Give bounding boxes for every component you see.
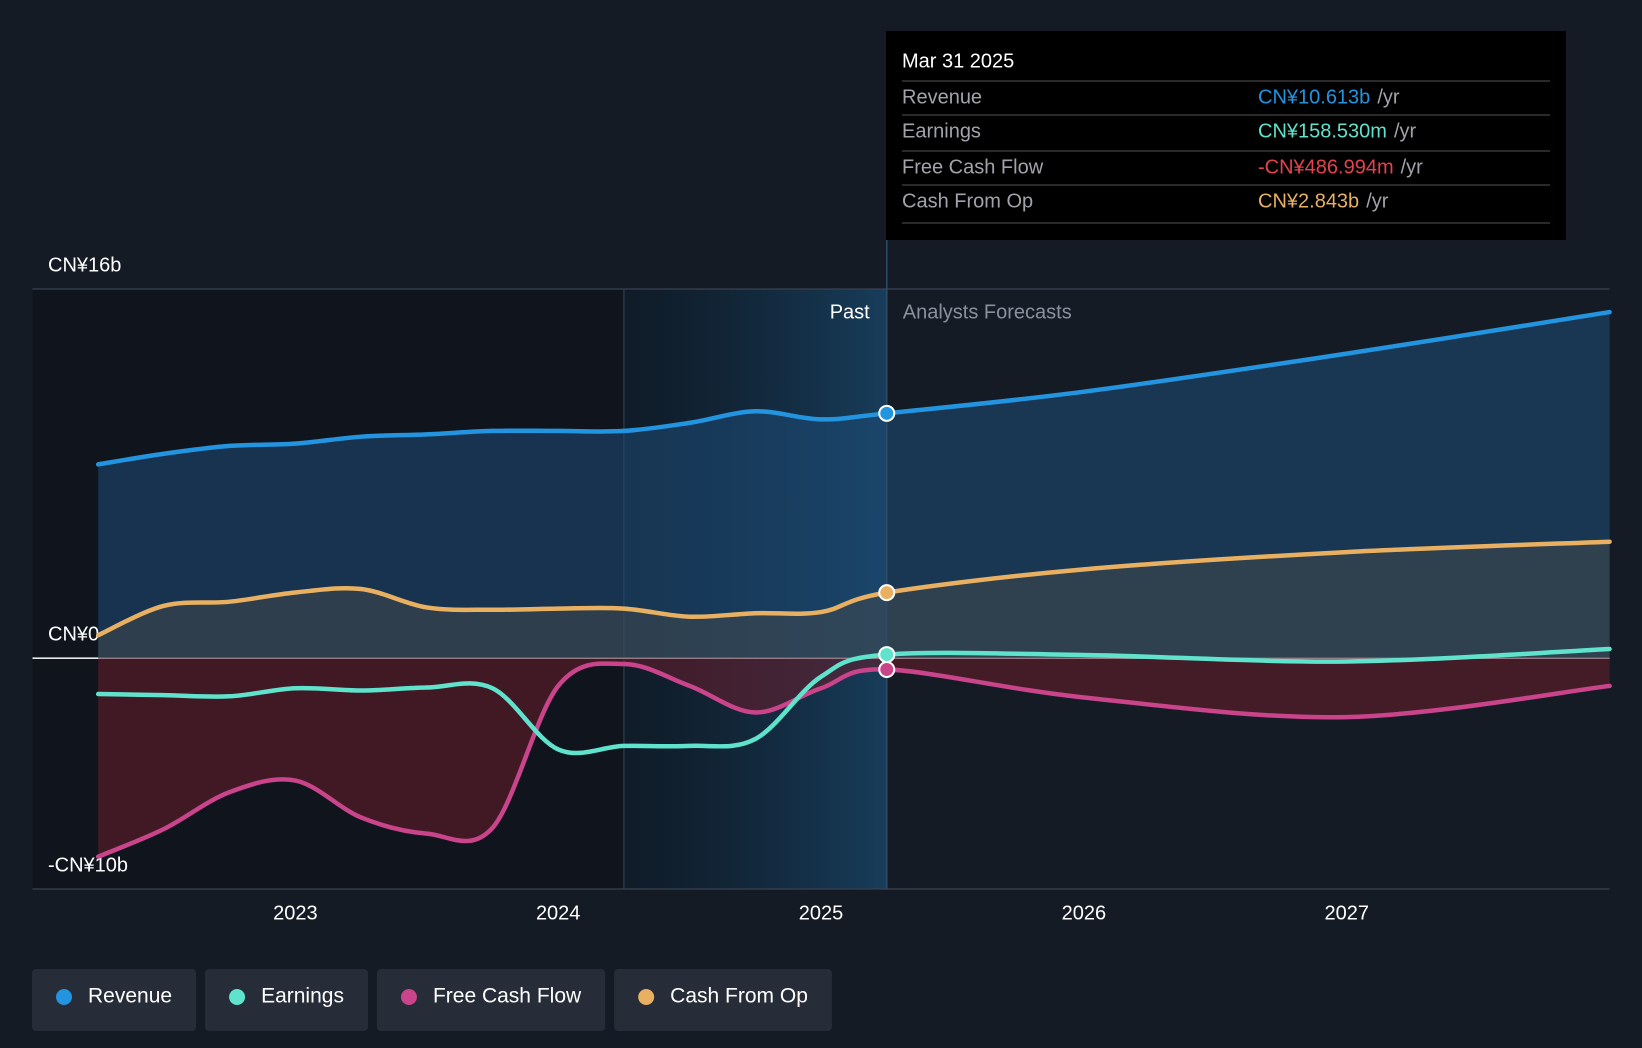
x-tick-label: 2027 (1325, 902, 1370, 924)
tooltip-unit: /yr (1377, 86, 1400, 108)
series-line (95, 309, 1612, 467)
forecast-label: Analysts Forecasts (903, 301, 1072, 323)
hover-dot (878, 584, 896, 602)
legend-button[interactable] (32, 969, 197, 1031)
legend-swatch (400, 989, 417, 1005)
legend-swatch (229, 989, 246, 1005)
tooltip-series-name: Free Cash Flow (902, 156, 1044, 178)
tooltip-value: CN¥2.843b (1258, 190, 1359, 212)
series-area (98, 658, 1610, 857)
legend-item[interactable]: Earnings (205, 969, 368, 1031)
tooltip: Mar 31 2025 Revenue CN¥10.613b/yr Earnings C… (886, 31, 1566, 240)
tooltip-unit: /yr (1366, 190, 1389, 212)
tooltip-box (886, 31, 1566, 240)
legend-label: Revenue (88, 985, 172, 1008)
legend-item[interactable]: Free Cash Flow (376, 969, 606, 1031)
x-tick-label: 2026 (1062, 902, 1107, 924)
legend-label: Earnings (261, 985, 344, 1008)
series-area (98, 541, 1610, 659)
tooltip-value: CN¥10.613b (1258, 86, 1370, 108)
x-tick-label: 2024 (536, 902, 581, 924)
x-tick-label: 2025 (799, 902, 844, 924)
tooltip-unit: /yr (1401, 156, 1424, 178)
hover-dot (878, 646, 896, 664)
tooltip-title: Mar 31 2025 (902, 50, 1014, 72)
series-line (95, 539, 1612, 638)
hover-dot (878, 660, 896, 678)
series-line (95, 661, 1612, 859)
legend-button[interactable] (376, 969, 606, 1031)
legend-button[interactable] (205, 969, 368, 1031)
legend-item[interactable]: Revenue (32, 969, 197, 1031)
y-tick-label: -CN¥10b (48, 854, 128, 876)
legend-label: Cash From Op (670, 985, 808, 1008)
tooltip-series-name: Earnings (902, 120, 981, 142)
y-tick-label: CN¥16b (48, 254, 121, 276)
legend-swatch (638, 989, 655, 1005)
tooltip-series-name: Revenue (902, 86, 982, 108)
legend-label: Free Cash Flow (433, 985, 582, 1008)
past-label: Past (830, 301, 870, 323)
legend-swatch (56, 989, 72, 1005)
x-tick-label: 2023 (273, 902, 318, 924)
tooltip-value: CN¥158.530m (1258, 120, 1387, 142)
legend-item[interactable]: Cash From Op (614, 969, 832, 1031)
y-tick-label: CN¥0 (48, 624, 99, 646)
tooltip-series-name: Cash From Op (902, 190, 1033, 212)
tooltip-unit: /yr (1394, 120, 1417, 142)
hover-dot (878, 404, 896, 422)
tooltip-value: -CN¥486.994m (1258, 156, 1394, 178)
legend-button[interactable] (614, 969, 832, 1031)
series-line (95, 646, 1612, 756)
